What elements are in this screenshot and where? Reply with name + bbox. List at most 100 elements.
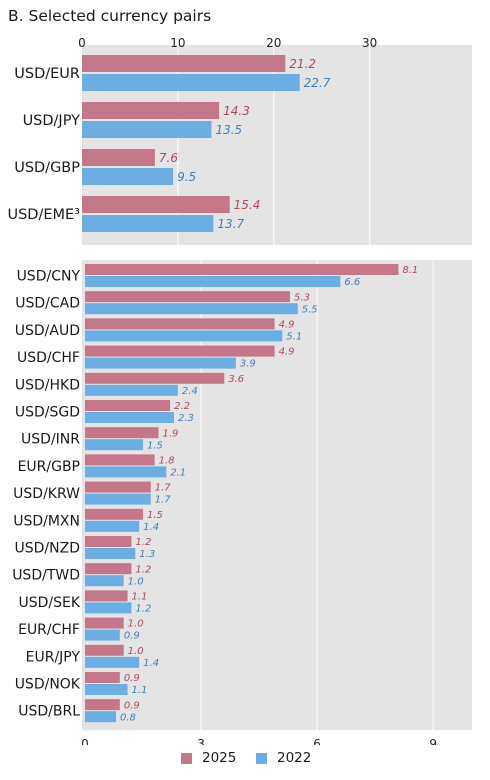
data-label-2025: 14.3 [223,104,250,118]
category-label: USD/CHF [17,350,80,366]
category-label: USD/SGD [15,405,80,421]
x-tick-label: 0 [78,36,86,50]
bar-2022 [85,629,120,641]
data-label-2022: 5.1 [286,332,302,343]
data-label-2022: 1.0 [128,576,144,587]
data-label-2022: 13.5 [215,123,242,137]
data-label-2022: 9.5 [177,170,196,184]
data-label-2022: 2.3 [178,413,194,424]
category-label: USD/AUD [15,323,80,339]
data-label-2025: 5.3 [294,292,310,303]
bar-2022 [85,656,140,668]
data-label-2022: 3.9 [240,359,256,370]
category-label: USD/HKD [15,377,80,393]
data-label-2025: 4.9 [279,320,295,331]
bar-2025 [85,400,171,411]
data-label-2022: 5.5 [302,304,318,315]
bar-2022 [85,520,140,532]
bar-2025 [85,590,128,602]
category-label: USD/MXN [13,513,80,529]
bar-2025 [85,372,225,384]
data-label-2025: 7.6 [159,151,178,165]
data-label-2022: 1.4 [143,522,159,533]
legend-item-2022: 2022 [256,750,311,766]
bar-2022 [85,684,128,695]
data-label-2025: 3.6 [228,374,244,385]
x-tick-label: 10 [170,36,185,50]
category-label: USD/CNY [17,269,81,285]
bar-2022 [85,439,144,451]
data-label-2025: 1.5 [147,510,163,521]
bar-2022 [85,466,167,478]
bar-2022 [85,384,178,396]
bar-2025 [85,481,151,493]
category-label: USD/NOK [15,677,81,693]
bar-2025 [85,644,124,656]
bar-2025 [85,617,124,629]
category-label: EUR/CHF [18,622,80,638]
data-label-2025: 1.2 [135,537,151,548]
category-label: USD/EUR [14,66,80,82]
chart-title: B. Selected currency pairs [8,7,212,25]
bar-2025 [85,318,275,330]
bar-2022 [85,493,151,505]
bar-2025 [85,345,275,357]
data-label-2022: 1.1 [132,685,148,696]
category-label: USD/JPY [23,113,81,129]
data-label-2022: 2.4 [182,386,198,397]
bar-2022 [85,357,236,369]
category-label: USD/KRW [13,486,80,502]
category-label: USD/NZD [15,541,80,557]
data-label-2022: 6.6 [344,277,360,288]
data-label-2022: 1.2 [135,604,151,615]
x-tick-label: 3 [197,737,205,745]
legend: 2025 2022 [0,750,490,772]
bar-2025 [82,149,155,166]
data-label-2022: 0.9 [124,631,140,642]
data-label-2025: 0.9 [124,700,140,711]
bar-2022 [82,121,212,138]
category-label: USD/CAD [15,296,80,312]
bar-2022 [85,575,124,587]
legend-item-2025: 2025 [181,750,236,766]
bar-2025 [85,563,132,575]
category-label: EUR/GBP [18,459,80,475]
data-label-2025: 1.0 [128,619,144,630]
bar-2025 [85,454,155,466]
x-tick-label: 6 [313,737,321,745]
bar-2025 [85,291,291,303]
bar-2025 [85,699,120,711]
category-label: USD/SEK [18,595,80,611]
data-label-2025: 8.1 [402,265,418,276]
data-label-2025: 4.9 [279,347,295,358]
x-tick-label: 30 [362,36,377,50]
data-label-2025: 21.2 [289,57,316,71]
category-label: USD/INR [21,432,80,448]
bar-2025 [85,536,132,547]
bar-2025 [85,672,120,683]
data-label-2025: 2.2 [174,401,190,412]
x-tick-label: 9 [429,737,437,745]
bar-2025 [85,427,159,439]
data-label-2022: 2.1 [170,468,186,479]
category-label: USD/EME³ [7,207,80,223]
legend-label-2025: 2025 [202,750,237,766]
bar-2022 [85,602,132,614]
data-label-2022: 0.8 [120,712,136,723]
legend-label-2022: 2022 [277,750,312,766]
bar-2022 [85,711,116,723]
category-label: USD/BRL [18,704,80,720]
bar-2025 [82,102,220,119]
x-tick-label: 20 [266,36,281,50]
bar-2025 [82,196,230,213]
bar-2022 [82,215,214,232]
legend-swatch-2025 [181,752,192,764]
bar-2022 [85,412,174,423]
data-label-2025: 0.9 [124,673,140,684]
bar-2022 [85,303,298,315]
bar-2025 [82,55,286,72]
data-label-2022: 1.5 [147,440,163,451]
data-label-2025: 1.0 [128,646,144,657]
data-label-2022: 1.3 [139,549,155,560]
data-label-2025: 15.4 [234,198,261,212]
